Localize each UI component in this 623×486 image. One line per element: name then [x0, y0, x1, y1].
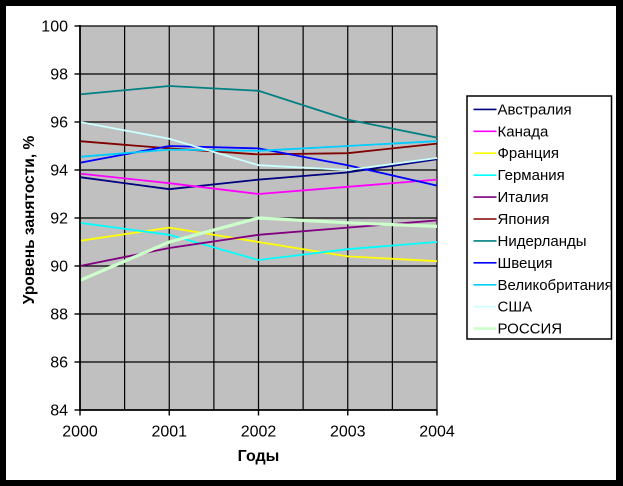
svg-text:88: 88: [50, 307, 68, 324]
svg-text:98: 98: [50, 67, 68, 84]
svg-text:96: 96: [50, 115, 68, 132]
svg-text:Австралия: Австралия: [498, 101, 572, 118]
svg-text:100: 100: [41, 19, 68, 36]
svg-text:2003: 2003: [330, 424, 366, 441]
svg-text:92: 92: [50, 211, 68, 228]
svg-text:Германия: Германия: [498, 167, 565, 184]
svg-text:2001: 2001: [151, 424, 187, 441]
svg-text:90: 90: [50, 259, 68, 276]
svg-text:Уровень занятости, %: Уровень занятости, %: [21, 136, 38, 305]
svg-text:2002: 2002: [241, 424, 277, 441]
svg-text:Япония: Япония: [498, 211, 550, 228]
svg-text:86: 86: [50, 355, 68, 372]
svg-text:Канада: Канада: [498, 123, 549, 140]
svg-text:Франция: Франция: [498, 145, 559, 162]
svg-text:94: 94: [50, 163, 68, 180]
svg-text:США: США: [498, 299, 533, 316]
svg-text:2000: 2000: [62, 424, 98, 441]
svg-text:РОССИЯ: РОССИЯ: [498, 321, 563, 338]
svg-text:Швеция: Швеция: [498, 255, 553, 272]
svg-text:2004: 2004: [419, 424, 455, 441]
svg-text:Годы: Годы: [238, 448, 280, 465]
svg-text:84: 84: [50, 403, 68, 420]
svg-text:Нидерланды: Нидерланды: [498, 233, 587, 250]
svg-text:Италия: Италия: [498, 189, 549, 206]
svg-text:Великобритания: Великобритания: [498, 277, 613, 294]
